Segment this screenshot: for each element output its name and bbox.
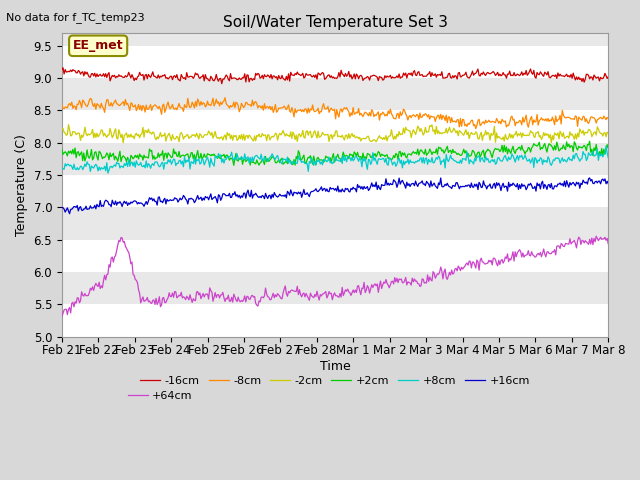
+8cm bbox=[319, 162, 326, 168]
+64cm bbox=[321, 290, 328, 296]
+2cm bbox=[319, 157, 326, 163]
-8cm bbox=[319, 104, 326, 109]
Bar bbox=[62, 175, 608, 207]
+16cm bbox=[604, 181, 612, 187]
-2cm bbox=[385, 133, 393, 139]
-8cm bbox=[58, 102, 66, 108]
Line: -8cm: -8cm bbox=[62, 98, 608, 129]
Bar bbox=[62, 272, 608, 304]
-8cm bbox=[385, 108, 392, 114]
-2cm bbox=[58, 127, 66, 132]
Bar bbox=[62, 110, 608, 143]
-2cm bbox=[120, 140, 127, 145]
-16cm bbox=[59, 65, 67, 71]
+2cm bbox=[385, 156, 392, 161]
Bar bbox=[62, 240, 608, 272]
-16cm bbox=[604, 74, 612, 80]
+16cm bbox=[355, 184, 362, 190]
Line: -2cm: -2cm bbox=[62, 125, 608, 143]
+8cm bbox=[604, 155, 612, 161]
Bar bbox=[62, 207, 608, 240]
Legend: +64cm: +64cm bbox=[124, 387, 197, 406]
-8cm bbox=[604, 116, 612, 121]
-2cm bbox=[323, 132, 331, 138]
+2cm bbox=[586, 138, 593, 144]
-2cm bbox=[65, 122, 72, 128]
-16cm bbox=[320, 71, 328, 76]
+2cm bbox=[322, 153, 330, 159]
-16cm bbox=[593, 74, 601, 80]
+64cm bbox=[58, 313, 66, 319]
+8cm bbox=[355, 158, 362, 164]
Line: +16cm: +16cm bbox=[62, 178, 608, 214]
+8cm bbox=[58, 165, 66, 170]
-2cm bbox=[356, 134, 364, 140]
+2cm bbox=[604, 145, 612, 151]
-8cm bbox=[221, 95, 229, 101]
Title: Soil/Water Temperature Set 3: Soil/Water Temperature Set 3 bbox=[223, 15, 447, 30]
-16cm bbox=[356, 73, 364, 79]
Bar bbox=[62, 46, 608, 78]
-8cm bbox=[472, 126, 479, 132]
-16cm bbox=[508, 72, 516, 78]
Line: +2cm: +2cm bbox=[62, 141, 608, 165]
-8cm bbox=[322, 106, 330, 112]
+64cm bbox=[383, 280, 391, 286]
-8cm bbox=[593, 117, 601, 123]
+64cm bbox=[604, 241, 612, 247]
-2cm bbox=[508, 132, 516, 138]
X-axis label: Time: Time bbox=[320, 360, 351, 373]
+8cm bbox=[322, 157, 330, 163]
Text: EE_met: EE_met bbox=[73, 39, 124, 52]
+16cm bbox=[319, 188, 326, 193]
+2cm bbox=[230, 162, 237, 168]
Bar bbox=[62, 143, 608, 175]
-16cm bbox=[218, 81, 225, 86]
Line: +8cm: +8cm bbox=[62, 146, 608, 173]
Bar bbox=[62, 78, 608, 110]
+8cm bbox=[104, 170, 112, 176]
+16cm bbox=[593, 180, 601, 186]
+16cm bbox=[507, 181, 515, 187]
Y-axis label: Temperature (C): Temperature (C) bbox=[15, 134, 28, 236]
+2cm bbox=[355, 154, 362, 159]
+64cm bbox=[593, 233, 600, 239]
+64cm bbox=[506, 256, 513, 262]
Line: +64cm: +64cm bbox=[62, 236, 608, 316]
+8cm bbox=[385, 162, 392, 168]
+64cm bbox=[354, 283, 362, 289]
+2cm bbox=[58, 146, 66, 152]
Text: No data for f_TC_temp23: No data for f_TC_temp23 bbox=[6, 12, 145, 23]
-8cm bbox=[355, 106, 362, 111]
+8cm bbox=[507, 156, 515, 162]
+2cm bbox=[507, 150, 515, 156]
+8cm bbox=[593, 152, 600, 157]
-8cm bbox=[508, 113, 516, 119]
-2cm bbox=[593, 124, 601, 130]
Line: -16cm: -16cm bbox=[62, 68, 608, 84]
-16cm bbox=[323, 74, 331, 80]
-16cm bbox=[385, 74, 393, 80]
-2cm bbox=[604, 131, 612, 136]
+16cm bbox=[385, 180, 392, 186]
+64cm bbox=[317, 293, 325, 299]
+2cm bbox=[593, 149, 601, 155]
+16cm bbox=[66, 211, 74, 216]
+64cm bbox=[591, 239, 599, 245]
-16cm bbox=[58, 67, 66, 72]
+16cm bbox=[586, 175, 593, 181]
+8cm bbox=[602, 143, 610, 149]
Bar bbox=[62, 304, 608, 337]
+16cm bbox=[322, 188, 330, 194]
+16cm bbox=[58, 204, 66, 210]
-2cm bbox=[320, 131, 328, 137]
